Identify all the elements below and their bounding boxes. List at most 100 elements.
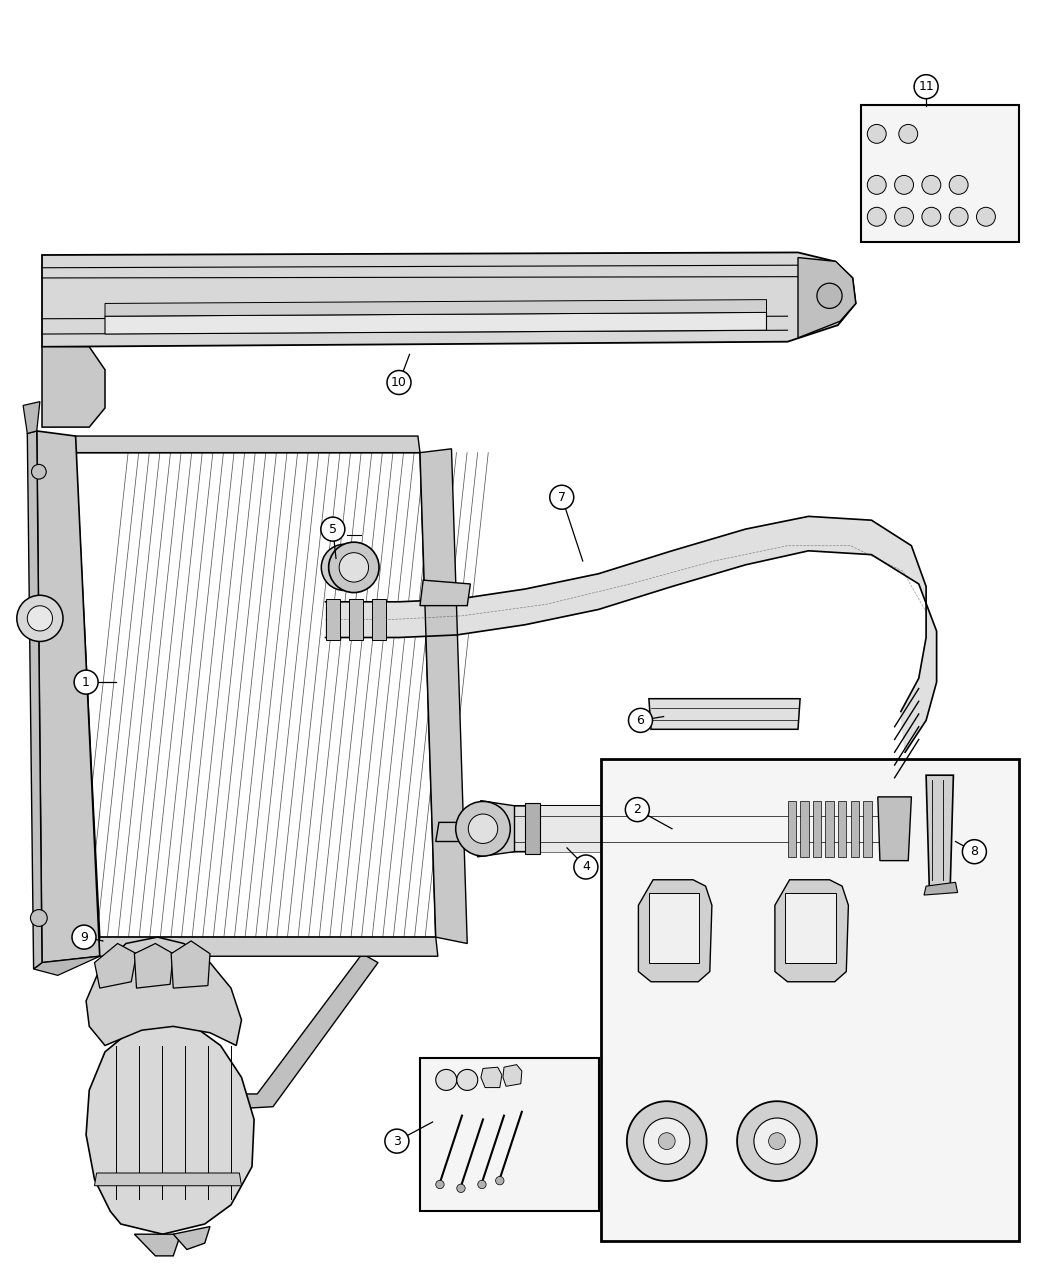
Polygon shape bbox=[813, 801, 821, 857]
Circle shape bbox=[457, 1070, 478, 1090]
Circle shape bbox=[550, 486, 573, 509]
Polygon shape bbox=[226, 954, 378, 1109]
FancyBboxPatch shape bbox=[601, 759, 1018, 1241]
Text: 2: 2 bbox=[633, 803, 642, 816]
Circle shape bbox=[468, 813, 498, 844]
Circle shape bbox=[963, 840, 986, 863]
Polygon shape bbox=[27, 431, 42, 969]
Circle shape bbox=[478, 1181, 486, 1188]
Circle shape bbox=[737, 1102, 817, 1181]
Polygon shape bbox=[326, 516, 937, 752]
Polygon shape bbox=[173, 1227, 210, 1250]
FancyBboxPatch shape bbox=[785, 892, 836, 963]
Polygon shape bbox=[798, 258, 856, 338]
Circle shape bbox=[949, 176, 968, 194]
Polygon shape bbox=[525, 803, 540, 854]
Polygon shape bbox=[825, 801, 834, 857]
Text: 11: 11 bbox=[918, 80, 935, 93]
Polygon shape bbox=[850, 801, 859, 857]
Circle shape bbox=[949, 208, 968, 226]
Polygon shape bbox=[42, 347, 105, 427]
Polygon shape bbox=[94, 944, 136, 988]
Polygon shape bbox=[74, 436, 420, 453]
Circle shape bbox=[895, 176, 914, 194]
Polygon shape bbox=[924, 882, 958, 895]
Polygon shape bbox=[76, 453, 436, 937]
Circle shape bbox=[387, 371, 411, 394]
Polygon shape bbox=[630, 806, 714, 852]
Circle shape bbox=[922, 208, 941, 226]
Polygon shape bbox=[171, 941, 210, 988]
Text: 1: 1 bbox=[82, 676, 90, 688]
Circle shape bbox=[339, 552, 369, 583]
Polygon shape bbox=[86, 1020, 254, 1234]
Polygon shape bbox=[420, 580, 470, 606]
Polygon shape bbox=[638, 880, 712, 982]
Circle shape bbox=[321, 518, 344, 541]
Circle shape bbox=[976, 208, 995, 226]
Polygon shape bbox=[98, 937, 438, 956]
Circle shape bbox=[17, 595, 63, 641]
Circle shape bbox=[922, 176, 941, 194]
Circle shape bbox=[915, 75, 938, 98]
Circle shape bbox=[899, 125, 918, 143]
Circle shape bbox=[329, 542, 379, 593]
Polygon shape bbox=[494, 806, 905, 852]
Circle shape bbox=[895, 208, 914, 226]
Circle shape bbox=[385, 1130, 408, 1153]
Polygon shape bbox=[420, 449, 467, 944]
Polygon shape bbox=[926, 775, 953, 886]
Circle shape bbox=[457, 1184, 465, 1192]
Circle shape bbox=[867, 125, 886, 143]
Polygon shape bbox=[649, 699, 800, 729]
Polygon shape bbox=[105, 300, 766, 316]
FancyBboxPatch shape bbox=[420, 1058, 598, 1211]
Text: 4: 4 bbox=[582, 861, 590, 873]
Polygon shape bbox=[94, 1173, 242, 1186]
Polygon shape bbox=[134, 1234, 181, 1256]
Circle shape bbox=[72, 926, 96, 949]
Circle shape bbox=[30, 909, 47, 927]
Polygon shape bbox=[23, 402, 40, 434]
Circle shape bbox=[496, 1177, 504, 1184]
Circle shape bbox=[75, 671, 98, 694]
Polygon shape bbox=[503, 1065, 522, 1086]
Polygon shape bbox=[472, 819, 488, 845]
Circle shape bbox=[321, 544, 368, 590]
Polygon shape bbox=[788, 801, 796, 857]
Polygon shape bbox=[134, 944, 173, 988]
Circle shape bbox=[32, 464, 46, 479]
Circle shape bbox=[436, 1181, 444, 1188]
Circle shape bbox=[574, 856, 597, 878]
Circle shape bbox=[436, 1070, 457, 1090]
Polygon shape bbox=[42, 252, 856, 347]
Polygon shape bbox=[372, 599, 386, 640]
Circle shape bbox=[456, 802, 510, 856]
Polygon shape bbox=[775, 880, 848, 982]
Polygon shape bbox=[105, 312, 766, 334]
Polygon shape bbox=[436, 822, 483, 842]
Circle shape bbox=[769, 1132, 785, 1150]
Polygon shape bbox=[540, 806, 630, 852]
Circle shape bbox=[332, 555, 357, 580]
Polygon shape bbox=[86, 937, 242, 1046]
Text: 7: 7 bbox=[558, 491, 566, 504]
Polygon shape bbox=[478, 822, 514, 852]
Polygon shape bbox=[863, 801, 871, 857]
Text: 8: 8 bbox=[970, 845, 979, 858]
Circle shape bbox=[629, 709, 652, 732]
Circle shape bbox=[658, 1132, 675, 1150]
Polygon shape bbox=[470, 801, 514, 857]
Text: 3: 3 bbox=[393, 1135, 401, 1148]
Polygon shape bbox=[878, 797, 911, 861]
Polygon shape bbox=[37, 431, 100, 963]
Text: 6: 6 bbox=[636, 714, 645, 727]
Circle shape bbox=[754, 1118, 800, 1164]
Text: 10: 10 bbox=[391, 376, 407, 389]
Polygon shape bbox=[481, 1067, 502, 1088]
Circle shape bbox=[817, 283, 842, 309]
FancyBboxPatch shape bbox=[861, 105, 1018, 242]
Polygon shape bbox=[349, 599, 363, 640]
Circle shape bbox=[626, 798, 649, 821]
Circle shape bbox=[627, 1102, 707, 1181]
